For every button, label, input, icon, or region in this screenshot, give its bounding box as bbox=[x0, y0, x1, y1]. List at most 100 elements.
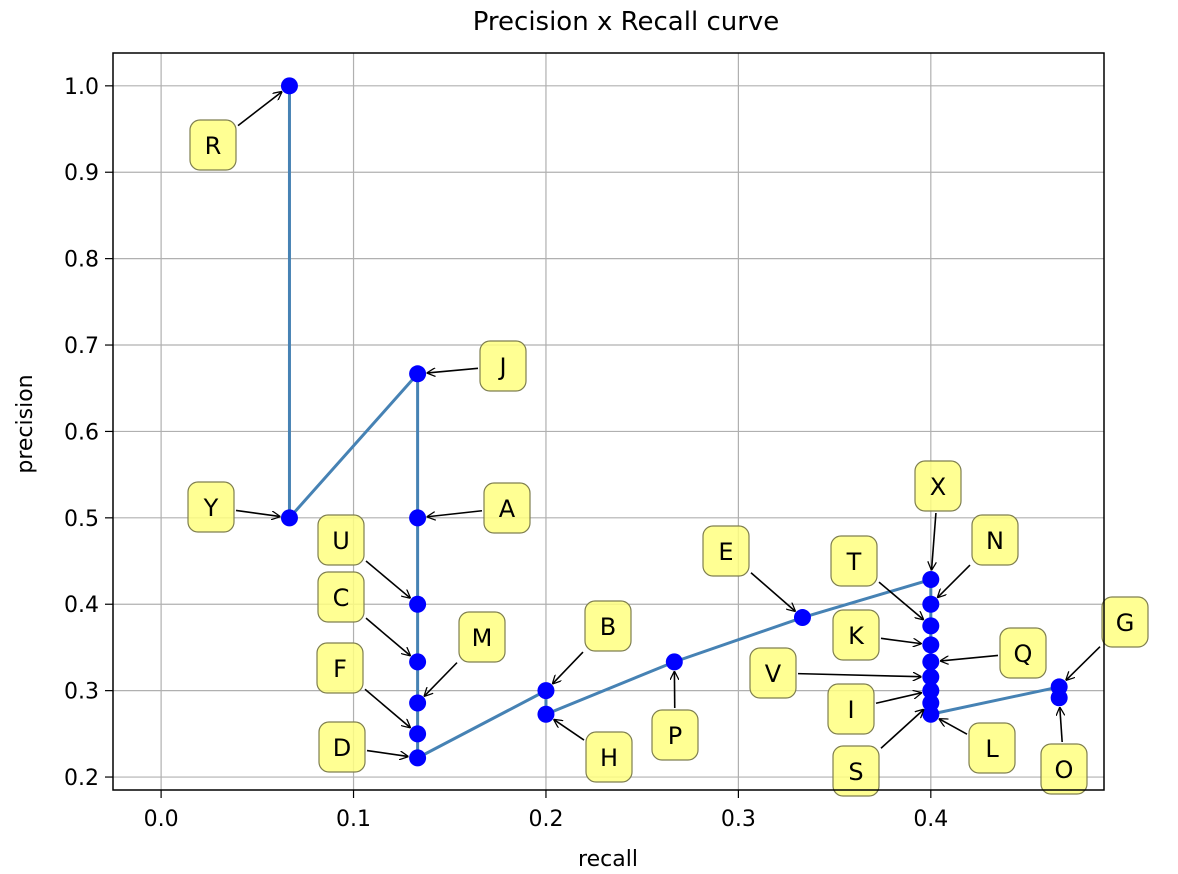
point-A bbox=[409, 509, 427, 527]
point-C bbox=[409, 653, 427, 671]
annotation-label-L: L bbox=[985, 735, 999, 763]
series-layer bbox=[280, 77, 1068, 767]
point-Y bbox=[280, 509, 298, 527]
annotation-label-E: E bbox=[718, 538, 733, 566]
annotation-box-C bbox=[317, 571, 365, 623]
point-J bbox=[409, 365, 427, 383]
annotation-box-O bbox=[1040, 743, 1088, 795]
annotation-label-X: X bbox=[930, 473, 946, 501]
annotation-arrow-A bbox=[428, 509, 483, 517]
annotation-box-E bbox=[702, 525, 750, 577]
chart-title: Precision x Recall curve bbox=[473, 7, 780, 37]
x-tick-label: 0.0 bbox=[144, 807, 179, 832]
x-axis-title: recall bbox=[578, 847, 638, 872]
point-R bbox=[280, 77, 298, 95]
annotation-box-U bbox=[317, 514, 365, 566]
annotation-box-F bbox=[316, 642, 364, 694]
y-tick-label: 0.7 bbox=[64, 334, 99, 359]
annotation-box-X bbox=[914, 460, 962, 512]
annotation-box-M bbox=[458, 611, 506, 663]
annotation-label-P: P bbox=[668, 722, 682, 750]
x-tick-label: 0.4 bbox=[913, 807, 948, 832]
point-O bbox=[1050, 689, 1068, 707]
annotation-label-B: B bbox=[600, 613, 616, 641]
annotation-arrow-C bbox=[365, 617, 410, 655]
axis-ticks: 0.0 0.1 0.2 0.3 0.4 0.2 0.3 0.4 0.5 0.6 0.7 0.8 0.9 1… bbox=[64, 75, 948, 832]
point-T bbox=[922, 617, 940, 635]
y-axis-title: precision bbox=[13, 374, 38, 473]
annotation-label-O: O bbox=[1055, 756, 1074, 784]
annotation-box-S bbox=[832, 745, 880, 797]
annotation-box-K bbox=[832, 609, 880, 661]
x-tick-label: 0.3 bbox=[721, 807, 756, 832]
annotation-arrow-X bbox=[932, 512, 937, 570]
annotation-label-A: A bbox=[499, 495, 516, 523]
annotation-arrow-O bbox=[1060, 708, 1062, 743]
point-B bbox=[537, 682, 555, 700]
y-tick-label: 0.3 bbox=[64, 680, 99, 705]
annotation-label-J: J bbox=[497, 353, 506, 381]
annotation-arrow-Q bbox=[941, 654, 999, 661]
y-tick-label: 0.6 bbox=[64, 420, 99, 445]
annotation-label-C: C bbox=[333, 584, 350, 612]
point-D bbox=[409, 749, 427, 767]
point-K bbox=[922, 636, 940, 654]
annotation-arrow-J bbox=[428, 367, 479, 373]
annotation-box-J bbox=[479, 340, 527, 392]
annotation-label-R: R bbox=[205, 132, 222, 160]
point-Q bbox=[922, 653, 940, 671]
y-tick-label: 0.8 bbox=[64, 248, 99, 273]
annotation-arrow-H bbox=[554, 720, 585, 741]
annotation-label-Y: Y bbox=[203, 494, 219, 522]
annotation-label-N: N bbox=[986, 527, 1004, 555]
point-F bbox=[409, 725, 427, 743]
annotation-arrow-S bbox=[880, 710, 923, 749]
annotation-label-I: I bbox=[847, 696, 854, 724]
point-N bbox=[922, 595, 940, 613]
annotation-box-A bbox=[483, 482, 531, 534]
annotation-box-L bbox=[968, 722, 1016, 774]
annotation-arrow-G bbox=[1066, 646, 1101, 680]
point-U bbox=[409, 595, 427, 613]
annotation-box-H bbox=[585, 731, 633, 783]
point-M bbox=[409, 694, 427, 712]
annotation-arrow-I bbox=[875, 693, 921, 705]
y-tick-label: 0.2 bbox=[64, 766, 99, 791]
annotation-box-V bbox=[749, 647, 797, 699]
point-L bbox=[922, 705, 940, 723]
annotation-label-K: K bbox=[848, 622, 865, 650]
annotation-label-Q: Q bbox=[1014, 640, 1033, 668]
point-H bbox=[537, 705, 555, 723]
annotation-arrow-D bbox=[366, 749, 408, 757]
annotation-arrow-R bbox=[237, 92, 282, 127]
annotation-label-M: M bbox=[472, 624, 493, 652]
x-tick-label: 0.2 bbox=[528, 807, 563, 832]
y-tick-label: 0.5 bbox=[64, 507, 99, 532]
annotation-box-P bbox=[651, 709, 699, 761]
annotation-box-G bbox=[1101, 596, 1149, 648]
point-V bbox=[922, 668, 940, 686]
annotation-label-S: S bbox=[848, 758, 863, 786]
annotation-arrow-V bbox=[797, 674, 921, 677]
annotation-arrow-M bbox=[425, 662, 458, 696]
annotation-arrow-F bbox=[364, 688, 410, 727]
y-tick-label: 1.0 bbox=[64, 75, 99, 100]
x-tick-label: 0.1 bbox=[336, 807, 371, 832]
annotation-label-F: F bbox=[333, 655, 347, 683]
annotation-label-U: U bbox=[332, 527, 350, 555]
annotation-box-D bbox=[318, 721, 366, 773]
annotation-arrow-B bbox=[553, 651, 584, 683]
annotation-box-T bbox=[830, 535, 878, 587]
annotation-label-V: V bbox=[765, 660, 782, 688]
annotation-label-G: G bbox=[1116, 609, 1135, 637]
annotation-box-Q bbox=[999, 627, 1047, 679]
annotation-arrow-K bbox=[880, 637, 921, 643]
point-X bbox=[922, 571, 940, 589]
y-tick-label: 0.9 bbox=[64, 161, 99, 186]
annotation-label-H: H bbox=[600, 744, 618, 772]
annotation-label-T: T bbox=[846, 548, 862, 576]
annotation-arrow-Y bbox=[235, 509, 280, 516]
point-E bbox=[793, 609, 811, 627]
annotation-box-Y bbox=[187, 481, 235, 533]
